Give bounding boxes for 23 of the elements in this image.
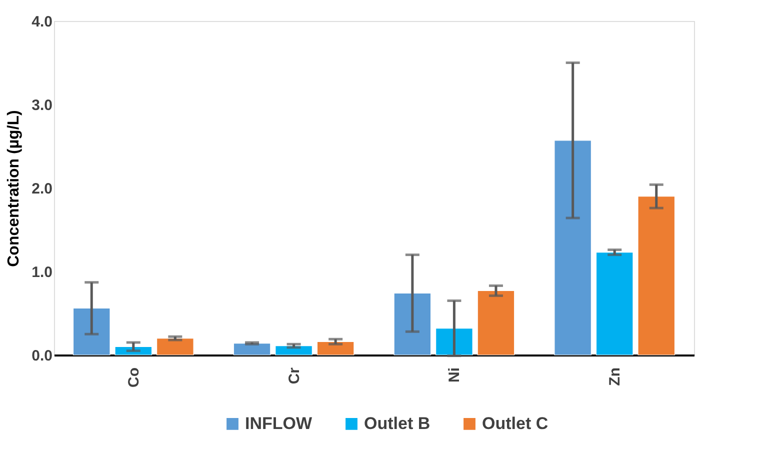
legend-label: INFLOW (245, 414, 313, 433)
bar (436, 328, 473, 356)
bar (156, 338, 194, 356)
bar (233, 343, 271, 356)
y-tick-label: 3.0 (32, 97, 52, 114)
x-tick-label: Cr (286, 367, 303, 384)
y-tick-label: 4.0 (32, 14, 52, 30)
legend-label: Outlet C (482, 414, 548, 433)
bar (394, 292, 432, 356)
bar (638, 196, 676, 356)
bar (596, 252, 634, 356)
bar (316, 341, 354, 356)
y-tick-label: 0.0 (32, 348, 52, 364)
x-tick-label: Ni (446, 368, 464, 382)
bar (72, 308, 110, 356)
legend-label: Outlet B (364, 414, 430, 433)
x-tick-label: Co (125, 368, 142, 388)
y-tick-label: 1.0 (32, 264, 52, 281)
y-tick-label: 2.0 (32, 180, 52, 198)
y-axis-title: Concentration (µg/L) (6, 110, 23, 267)
bar (554, 140, 592, 356)
bar (477, 290, 515, 356)
x-tick-label: Zn (606, 368, 624, 386)
